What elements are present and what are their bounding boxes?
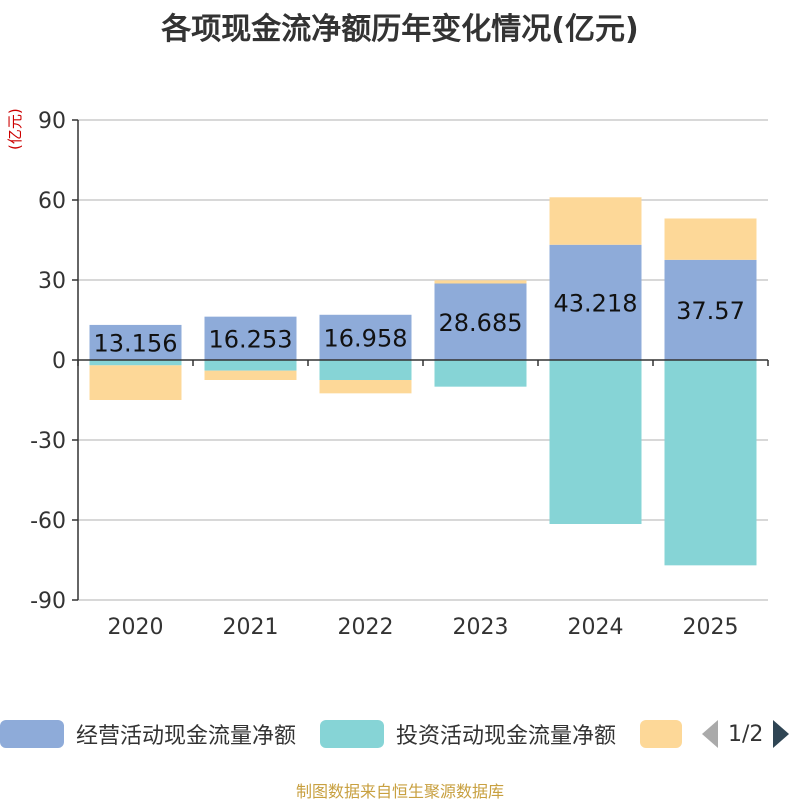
source-note: 制图数据来自恒生聚源数据库 xyxy=(295,782,504,801)
bar-label-2020: 13.156 xyxy=(94,329,178,357)
bar-2022-series-2 xyxy=(319,380,412,394)
legend-swatch-operating xyxy=(0,720,64,748)
x-tick-label-2025: 2025 xyxy=(683,615,739,640)
bar-2025-series-0 xyxy=(664,259,757,360)
x-tick-label-2021: 2021 xyxy=(223,615,279,640)
bars xyxy=(89,197,757,566)
bar-2025-series-2 xyxy=(664,218,757,260)
bar-labels: 13.156 16.253 16.958 28.685 43.218 37.57 xyxy=(94,289,745,357)
x-tick-label-2023: 2023 xyxy=(453,615,509,640)
chart-plot: 90 60 30 0 -30 -60 -90 2020 2021 2022 2023 2024 2025… xyxy=(30,109,769,640)
bar-2025-series-1 xyxy=(664,360,757,566)
legend-label-operating: 经营活动现金流量净额 xyxy=(76,724,297,749)
bar-2024-series-1 xyxy=(549,360,642,524)
bar-2020-series-1 xyxy=(89,360,182,366)
bar-2020-series-2 xyxy=(89,365,182,400)
y-tick-label: 30 xyxy=(38,269,66,294)
legend-pager: 1/2 xyxy=(702,716,790,752)
bar-2023-series-1 xyxy=(434,360,527,387)
bar-2024-series-0 xyxy=(549,244,642,360)
bar-2021-series-0 xyxy=(204,316,297,360)
pager-next-icon[interactable] xyxy=(773,720,790,748)
y-tick-label: -90 xyxy=(30,589,66,614)
bar-2023-series-2 xyxy=(434,280,527,284)
bar-label-2023: 28.685 xyxy=(439,309,523,337)
x-tick-label-2020: 2020 xyxy=(108,615,164,640)
legend-swatch-investing xyxy=(320,720,384,748)
bar-2023-series-0 xyxy=(434,283,527,360)
y-tick-label: 0 xyxy=(52,349,66,374)
bar-2022-series-0 xyxy=(319,314,412,360)
legend-item-investing[interactable]: 投资活动现金流量净额 xyxy=(320,716,616,752)
legend-label-investing: 投资活动现金流量净额 xyxy=(396,724,617,749)
y-tick-label: -30 xyxy=(30,429,66,454)
bar-2022-series-1 xyxy=(319,360,412,380)
bar-label-2021: 16.253 xyxy=(209,325,293,353)
x-tick-label-2024: 2024 xyxy=(568,615,624,640)
y-tick-label: -60 xyxy=(30,509,66,534)
grid-lines xyxy=(78,119,768,601)
bar-2024-series-2 xyxy=(549,197,642,245)
chart-title: 各项现金流净额历年变化情况(亿元) xyxy=(161,12,639,47)
y-tick-label: 60 xyxy=(38,189,66,214)
pager-prev-icon[interactable] xyxy=(702,720,718,748)
bar-2021-series-1 xyxy=(204,360,297,371)
y-tick-label: 90 xyxy=(38,109,66,134)
bar-label-2024: 43.218 xyxy=(554,289,638,317)
legend-item-operating[interactable]: 经营活动现金流量净额 xyxy=(0,716,296,752)
pager-page-indicator: 1/2 xyxy=(728,721,764,747)
bar-2021-series-2 xyxy=(204,370,297,380)
bar-2020-series-0 xyxy=(89,324,182,360)
bar-label-2022: 16.958 xyxy=(324,324,408,352)
axes: 90 60 30 0 -30 -60 -90 2020 2021 2022 2023 2024 2025 xyxy=(30,109,769,640)
legend-item-financing[interactable] xyxy=(640,716,682,752)
x-tick-label-2022: 2022 xyxy=(338,615,394,640)
bar-label-2025: 37.57 xyxy=(676,297,745,325)
legend: 经营活动现金流量净额 投资活动现金流量净额 1/2 xyxy=(0,716,800,752)
legend-swatch-financing xyxy=(640,720,682,748)
